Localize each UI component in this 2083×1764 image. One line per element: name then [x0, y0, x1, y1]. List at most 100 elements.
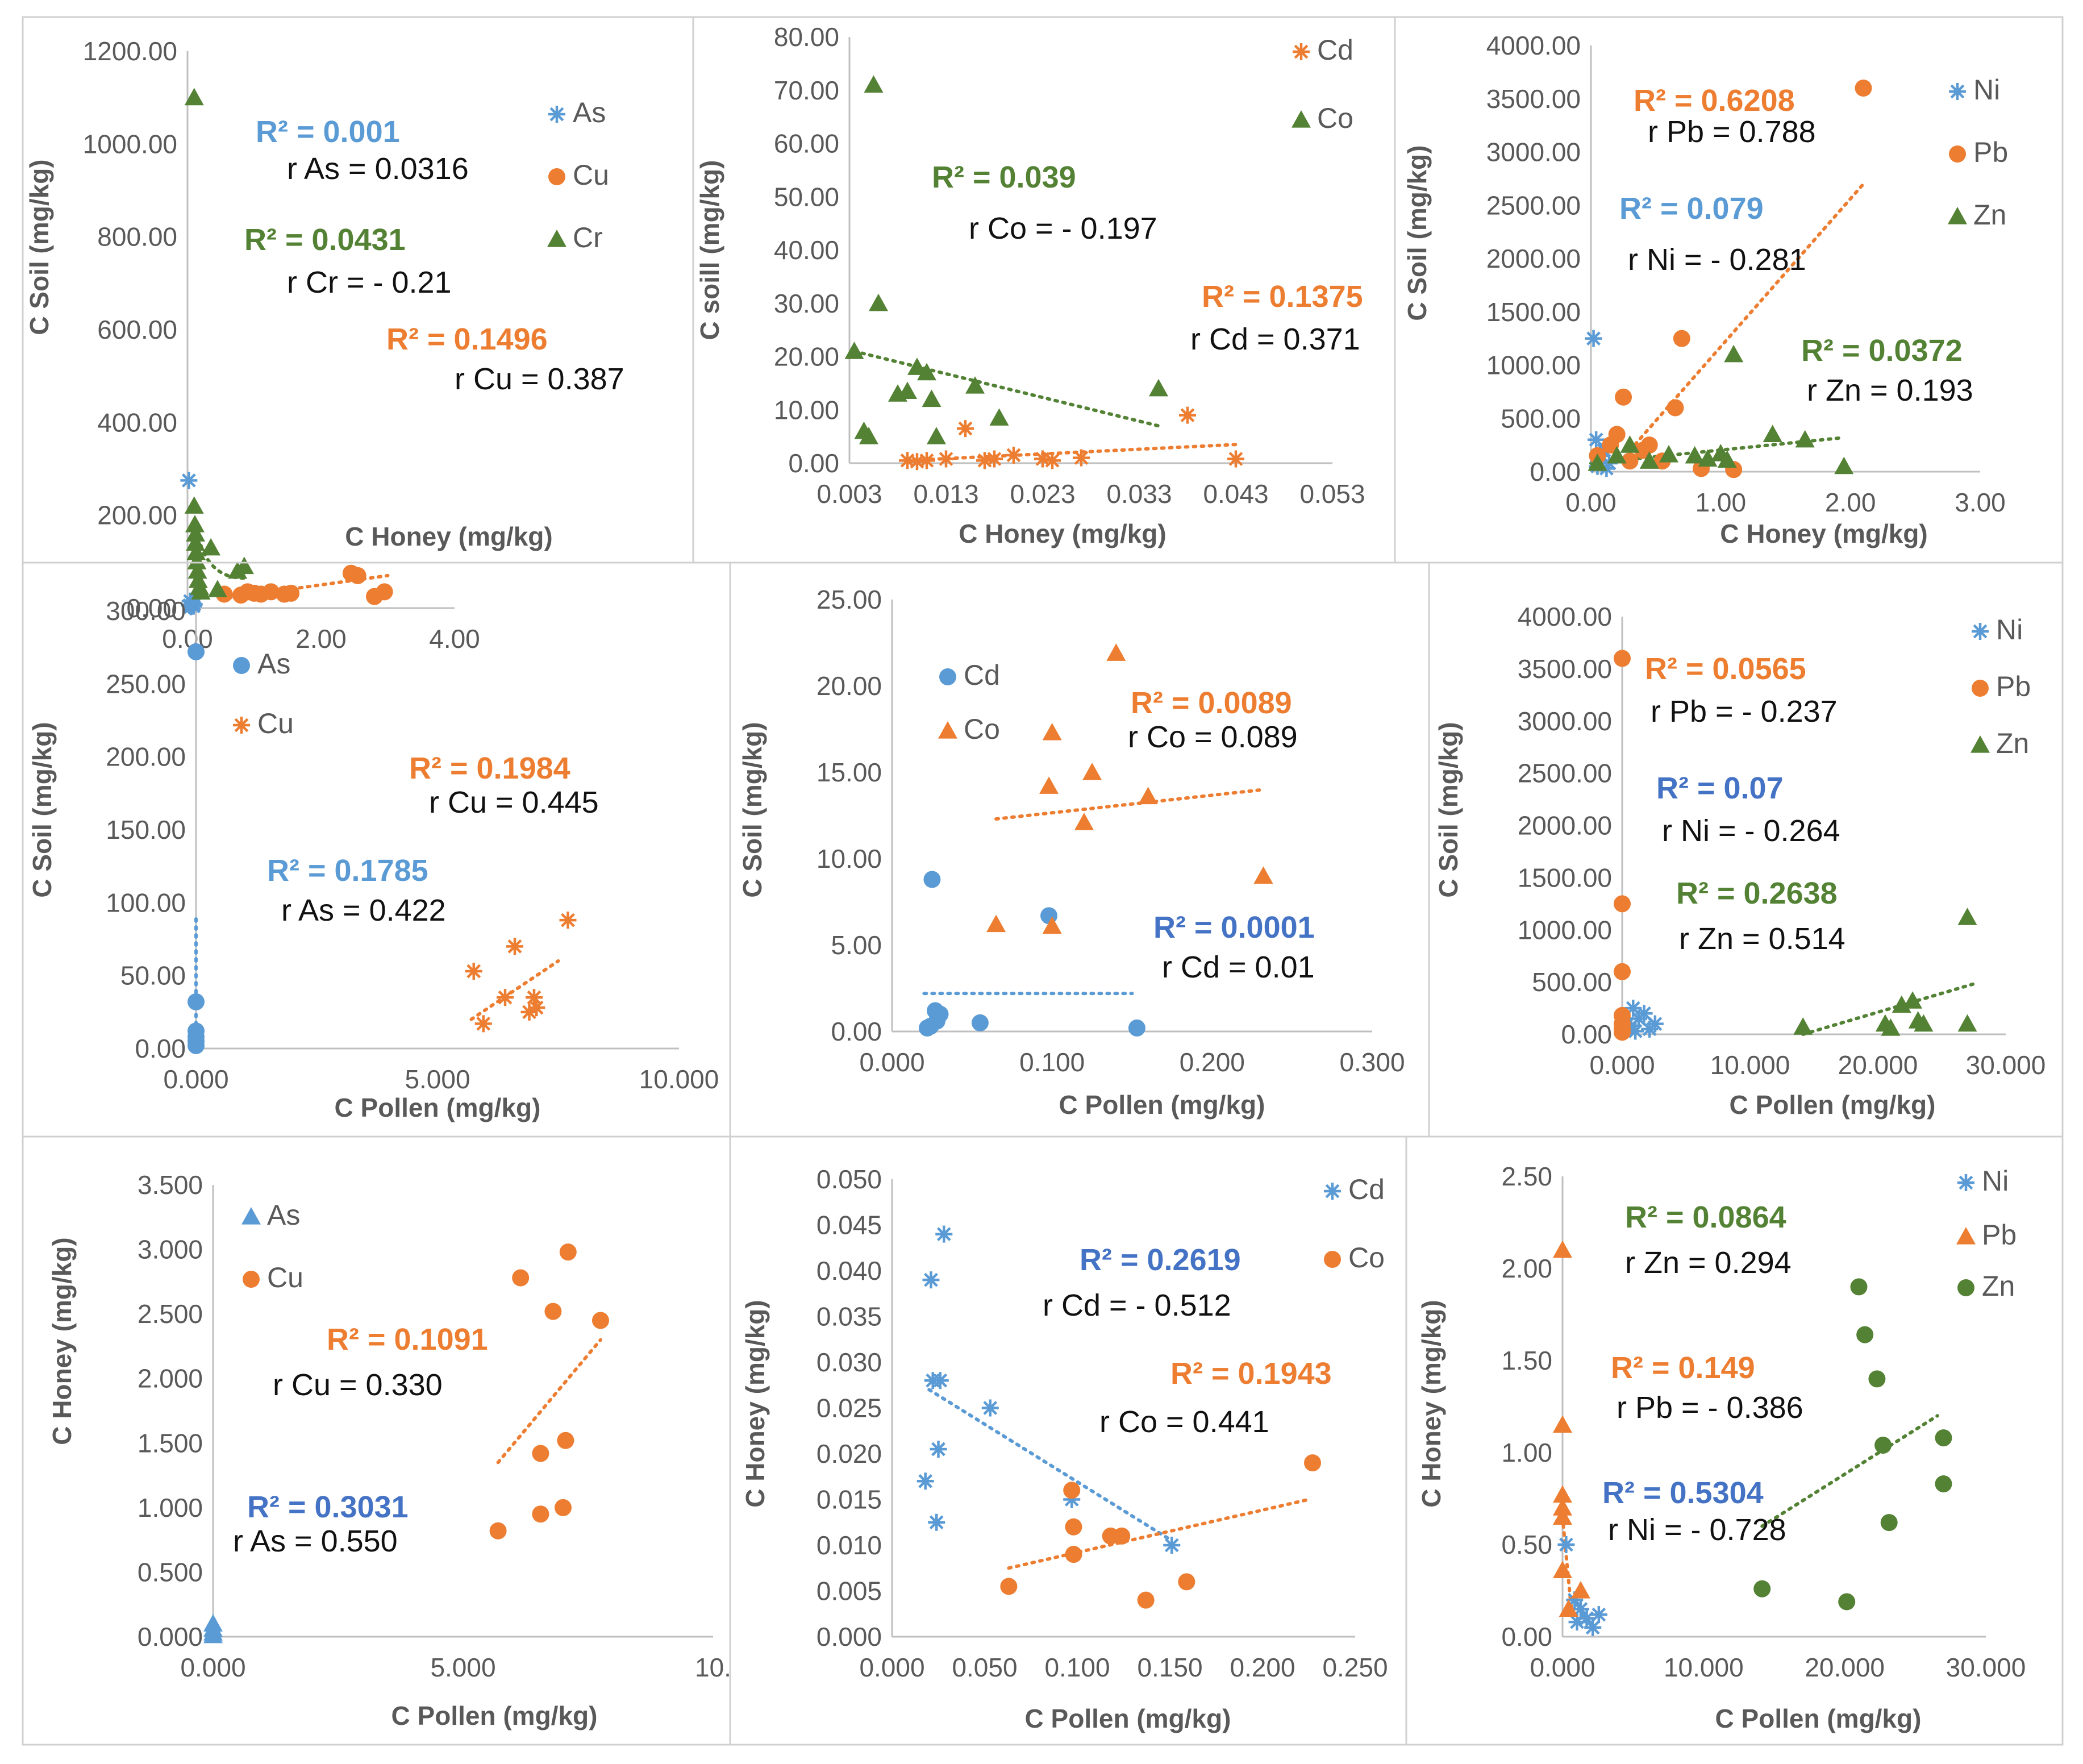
data-point-zn	[1903, 991, 1923, 1009]
y-tick-label: 4000.00	[1518, 602, 1612, 631]
y-tick-label: 1000.00	[1486, 351, 1581, 380]
y-tick-label: 0.050	[816, 1164, 882, 1194]
panel-border	[22, 1135, 731, 1746]
data-point-zn	[1793, 1017, 1813, 1035]
y-tick-label: 1200.00	[83, 36, 177, 66]
data-point-ni	[1584, 1619, 1602, 1636]
data-point-zn	[1724, 344, 1744, 363]
x-tick-label: 3.00	[1955, 488, 2006, 517]
y-tick-label: 4000.00	[1486, 31, 1581, 60]
data-point-zn	[1834, 456, 1854, 475]
data-point-ni	[1622, 1017, 1640, 1035]
data-point-pb	[1614, 895, 1631, 913]
y-tick-label: 20.00	[774, 342, 839, 372]
data-point-co	[1178, 1573, 1195, 1591]
data-point-zn	[1588, 454, 1607, 471]
legend-marker-co	[1292, 110, 1311, 128]
data-point-co	[1149, 378, 1168, 397]
data-point-cu	[489, 1522, 507, 1540]
legend-marker-as	[548, 106, 565, 123]
data-point-co	[1137, 1591, 1155, 1609]
x-axis-title: C Pollen (mg/kg)	[391, 1701, 598, 1730]
data-point-co	[965, 376, 985, 394]
data-point-zn	[1914, 1014, 1934, 1032]
x-axis-title: C Honey (mg/kg)	[345, 522, 552, 551]
y-tick-label: 2000.00	[1486, 244, 1581, 273]
y-tick-label: 1500.00	[1486, 297, 1581, 327]
data-point-cr	[184, 88, 204, 106]
x-axis-title: C Honey (mg/kg)	[1720, 519, 1927, 548]
data-point-cr	[191, 582, 211, 600]
r-squared-annotation: R² = 0.1091	[327, 1322, 488, 1357]
y-tick-label: 0.045	[816, 1210, 882, 1240]
correlation-annotation: r Zn = 0.294	[1625, 1246, 1792, 1280]
data-point-as	[185, 597, 202, 615]
y-tick-label: 3000.00	[1486, 138, 1581, 167]
y-tick-label: 60.00	[774, 129, 839, 159]
x-tick-label: 0.250	[1322, 1653, 1388, 1682]
x-tick-label: 0.000	[859, 1047, 924, 1077]
legend-marker-zn	[1970, 735, 1990, 753]
data-point-as	[203, 1625, 223, 1644]
data-point-co	[1074, 813, 1094, 830]
legend-marker-cu	[548, 168, 565, 185]
data-point-pb	[1615, 388, 1632, 406]
legend-marker-cu	[243, 1271, 260, 1288]
x-tick-label: 5.000	[430, 1653, 495, 1682]
r-squared-annotation: R² = 0.0431	[244, 223, 406, 257]
panel-p5: 0.00 5.00 10.00 15.00 20.00 25.00 0.000 0.100 0.…	[729, 561, 1430, 1138]
y-tick-label: 1000.00	[1518, 915, 1612, 945]
data-point-cd	[1005, 446, 1022, 464]
y-tick-label: 2.500	[138, 1299, 203, 1329]
legend-marker-cd	[939, 668, 956, 685]
data-point-co	[917, 363, 936, 381]
data-point-cu	[557, 1432, 574, 1449]
r-squared-annotation: R² = 0.07	[1656, 771, 1784, 805]
legend-label: Cd	[964, 659, 1000, 691]
data-point-zn	[1685, 446, 1705, 464]
data-point-co	[1042, 723, 1062, 740]
y-tick-label: 0.500	[138, 1557, 203, 1587]
trendline	[1007, 1497, 1311, 1570]
data-point-cd	[922, 1271, 940, 1289]
legend-marker-ni	[1957, 1174, 1974, 1191]
legend-label: Zn	[1996, 727, 2029, 759]
data-point-cd	[935, 1225, 953, 1243]
correlation-annotation: r As = 0.422	[281, 893, 446, 927]
x-tick-label: 20.000	[1805, 1653, 1885, 1682]
x-tick-label: 0.000	[163, 1064, 228, 1094]
legend-marker-pb	[1949, 145, 1966, 163]
x-tick-label: 30.000	[1946, 1653, 2026, 1682]
data-point-zn	[1957, 908, 1977, 925]
y-tick-label: 0.50	[1501, 1530, 1552, 1559]
y-tick-label: 10.00	[774, 395, 839, 425]
data-point-cd	[923, 871, 941, 888]
legend-label: Co	[1348, 1242, 1385, 1274]
x-tick-label: 0.043	[1203, 479, 1268, 509]
y-tick-label: 2500.00	[1518, 759, 1612, 788]
correlation-annotation: r Co = - 0.197	[969, 211, 1157, 246]
data-point-cu	[465, 962, 482, 980]
y-tick-label: 0.00	[1561, 1020, 1612, 1049]
panel-p7: 0.000 0.500 1.000 1.500 2.000 2.500 3.000 3.500…	[22, 1135, 731, 1746]
data-point-co	[1063, 1482, 1081, 1499]
y-tick-label: 200.00	[97, 501, 177, 530]
x-tick-label: 0.033	[1106, 479, 1172, 509]
correlation-annotation: r Cu = 0.387	[455, 362, 624, 396]
data-point-zn	[1753, 1580, 1771, 1597]
data-point-cd	[930, 1440, 947, 1458]
legend-marker-pb	[1956, 1227, 1976, 1245]
y-tick-label: 20.00	[816, 671, 882, 701]
data-point-pb	[1553, 1415, 1572, 1433]
x-tick-label: 0.000	[180, 1653, 245, 1682]
y-tick-label: 0.00	[126, 593, 177, 623]
data-point-cu	[262, 583, 280, 601]
y-tick-label: 15.00	[816, 758, 882, 787]
legend-label: As	[267, 1199, 300, 1231]
data-point-pb	[1553, 1485, 1572, 1503]
data-point-cd	[1227, 450, 1244, 468]
data-point-co	[1106, 643, 1126, 661]
correlation-annotation: r Cd = 0.371	[1190, 322, 1360, 356]
correlation-annotation: r Ni = - 0.264	[1662, 814, 1840, 848]
data-point-ni	[1557, 1536, 1575, 1553]
